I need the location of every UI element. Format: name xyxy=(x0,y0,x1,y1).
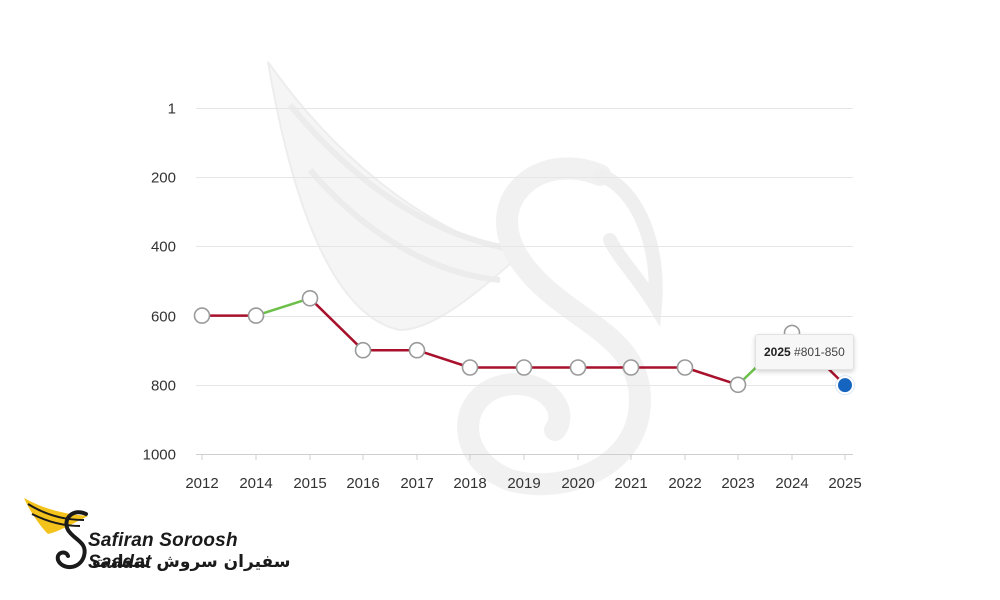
logo-english-text: Safiran Soroosh Saadat xyxy=(88,530,238,573)
x-tick-label: 2020 xyxy=(561,475,594,492)
series-segment xyxy=(254,297,312,317)
y-axis: 1 200 400 600 800 1000 xyxy=(143,101,176,464)
x-tick-label: 2014 xyxy=(239,475,272,492)
x-tick-label: 2019 xyxy=(507,475,540,492)
data-point xyxy=(569,359,587,376)
data-point xyxy=(193,307,211,324)
tooltip-year: 2025 xyxy=(764,345,791,359)
x-tick-label: 2015 xyxy=(293,475,326,492)
data-point xyxy=(676,359,694,376)
data-point xyxy=(729,376,747,394)
data-point xyxy=(247,307,265,324)
data-point-highlighted xyxy=(836,376,854,395)
x-tick-label: 2023 xyxy=(721,475,754,492)
y-tick-label: 1000 xyxy=(143,447,176,464)
x-tick-label: 2017 xyxy=(400,475,433,492)
data-point xyxy=(515,359,533,376)
x-tick-label: 2012 xyxy=(185,475,218,492)
x-tick-label: 2024 xyxy=(775,475,808,492)
series-segments xyxy=(200,297,847,387)
y-tick-label: 600 xyxy=(151,309,176,326)
y-tick-label: 400 xyxy=(151,239,176,256)
brand-logo: Safiran Soroosh Saadat سفیران سروش سعادت xyxy=(22,494,302,578)
watermark-swan-icon xyxy=(267,61,663,496)
data-point xyxy=(408,341,426,359)
point-tooltip: 2025 #801-850 xyxy=(755,334,854,370)
x-tick-label: 2022 xyxy=(668,475,701,492)
y-tick-label: 800 xyxy=(151,378,176,395)
x-tick-label: 2025 xyxy=(828,475,861,492)
series-segment xyxy=(415,348,472,369)
data-point xyxy=(354,341,372,359)
data-point xyxy=(301,289,319,307)
winged-s-logo-icon xyxy=(24,498,88,569)
x-tick-label: 2018 xyxy=(453,475,486,492)
data-point xyxy=(622,359,640,376)
x-axis: 2012 2014 2015 2016 2017 2018 2019 2020 2021 2022… xyxy=(185,454,862,492)
series-segment xyxy=(683,366,740,387)
y-tick-label: 1 xyxy=(168,101,176,118)
series-segment xyxy=(308,297,365,352)
x-tick-label: 2021 xyxy=(614,475,647,492)
logo-persian-text: سفیران سروش سعادت xyxy=(92,552,291,572)
y-tick-label: 200 xyxy=(151,170,176,187)
data-point xyxy=(461,359,479,376)
x-tick-label: 2016 xyxy=(346,475,379,492)
tooltip-rank: #801-850 xyxy=(794,345,845,359)
